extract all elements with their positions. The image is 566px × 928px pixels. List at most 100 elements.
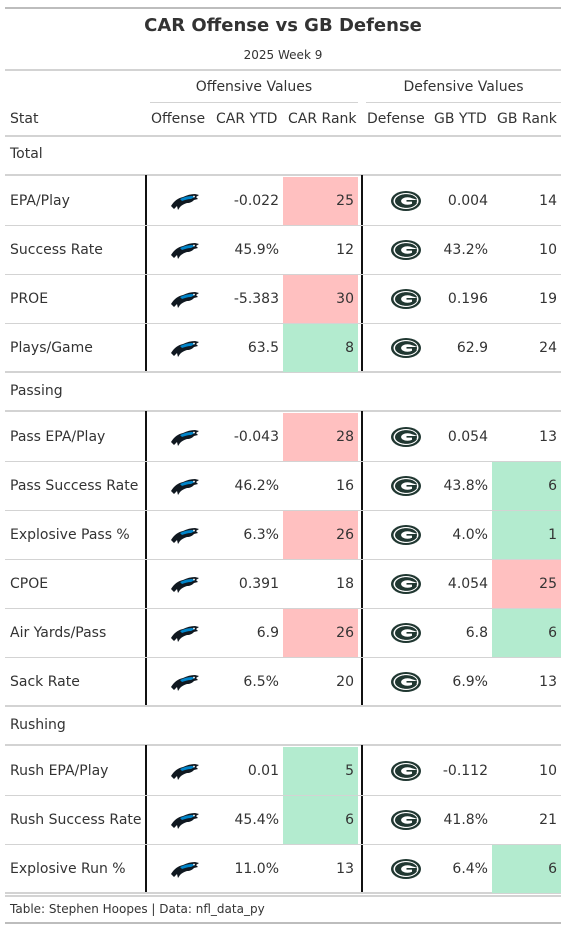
car-rank-value: 5 [283,747,358,795]
title-divider [5,69,561,71]
gb-rank-value: 6 [492,462,561,510]
table-row: CPOE 0.391 18 4.054 25 [5,560,561,609]
stat-label: EPA/Play [10,193,70,209]
car-rank-value: 16 [336,478,354,494]
car-ytd-value: 45.4% [234,812,279,828]
stat-label: PROE [10,291,49,307]
car-rank-value: 26 [283,511,358,559]
carolina-panthers-logo-icon [145,845,225,893]
gb-ytd-value: 0.054 [447,429,488,445]
spanner-offensive-values: Offensive Values [195,79,313,95]
offense-column-divider [145,745,147,893]
carolina-panthers-logo-icon [145,796,225,844]
table-row: Pass Success Rate 46.2% 16 43.8% 6 [5,462,561,511]
car-ytd-value: 0.391 [238,576,279,592]
stat-label: Success Rate [10,242,103,258]
table-row: PROE -5.383 30 0.196 19 [5,275,561,324]
table-subtitle: 2025 Week 9 [243,48,323,62]
column-header-defense: Defense [367,111,425,127]
green-bay-packers-logo-icon [363,658,449,706]
table-row: Plays/Game 63.5 8 62.9 24 [5,324,561,373]
gb-ytd-value: 6.9% [452,674,488,690]
table-row: Rush Success Rate 45.4% 6 41.8% 21 [5,796,561,845]
group-divider [5,174,561,176]
car-ytd-value: -0.043 [233,429,279,445]
defense-column-divider [361,175,363,372]
carolina-panthers-logo-icon [145,658,225,706]
car-rank-value: 13 [336,861,354,877]
stat-label: Air Yards/Pass [10,625,107,641]
green-bay-packers-logo-icon [363,511,449,559]
gb-ytd-value: 43.8% [443,478,488,494]
green-bay-packers-logo-icon [363,845,449,893]
stat-label: Sack Rate [10,674,80,690]
carolina-panthers-logo-icon [145,413,225,461]
stat-label: Rush EPA/Play [10,763,109,779]
green-bay-packers-logo-icon [363,747,449,795]
green-bay-packers-logo-icon [363,275,449,323]
gb-rank-value: 13 [539,429,557,445]
carolina-panthers-logo-icon [145,275,225,323]
offense-column-divider [145,411,147,706]
carolina-panthers-logo-icon [145,324,225,372]
gb-rank-value: 13 [539,674,557,690]
source-divider [5,895,561,897]
gb-ytd-value: 62.9 [456,340,488,356]
carolina-panthers-logo-icon [145,177,225,225]
car-ytd-value: 6.3% [243,527,279,543]
car-rank-value: 26 [283,609,358,657]
column-header-car-ytd: CAR YTD [216,111,278,127]
gb-rank-value: 10 [539,242,557,258]
table-row: EPA/Play -0.022 25 0.004 14 [5,177,561,226]
carolina-panthers-logo-icon [145,226,225,274]
gb-ytd-value: -0.112 [442,763,488,779]
header-divider [5,135,561,137]
gb-ytd-value: 6.4% [452,861,488,877]
gb-rank-value: 6 [492,609,561,657]
gb-rank-value: 6 [492,845,561,893]
defense-column-divider [361,745,363,893]
column-header-gb-ytd: GB YTD [434,111,487,127]
gb-ytd-value: 6.8 [465,625,488,641]
gb-ytd-value: 41.8% [443,812,488,828]
carolina-panthers-logo-icon [145,462,225,510]
car-ytd-value: -0.022 [233,193,279,209]
carolina-panthers-logo-icon [145,511,225,559]
gb-ytd-value: 0.004 [447,193,488,209]
gb-rank-value: 14 [539,193,557,209]
group-label-passing: Passing [10,383,63,399]
carolina-panthers-logo-icon [145,747,225,795]
gb-rank-value: 25 [492,560,561,608]
car-ytd-value: 6.5% [243,674,279,690]
car-ytd-value: 6.9 [256,625,279,641]
gb-ytd-value: 4.0% [452,527,488,543]
stat-label: Pass EPA/Play [10,429,106,445]
bottom-border [5,922,561,924]
table-title: CAR Offense vs GB Defense [144,15,422,36]
green-bay-packers-logo-icon [363,609,449,657]
car-rank-value: 28 [283,413,358,461]
car-ytd-value: 63.5 [247,340,279,356]
gb-rank-value: 21 [539,812,557,828]
stat-label: Plays/Game [10,340,93,356]
stat-label: Explosive Run % [10,861,126,877]
car-rank-value: 6 [283,796,358,844]
stat-label: Pass Success Rate [10,478,139,494]
green-bay-packers-logo-icon [363,560,449,608]
group-divider [5,410,561,412]
table-row: Explosive Pass % 6.3% 26 4.0% 1 [5,511,561,560]
car-rank-value: 25 [283,177,358,225]
group-label-rushing: Rushing [10,717,66,733]
table-row: Rush EPA/Play 0.01 5 -0.112 10 [5,747,561,796]
gb-ytd-value: 43.2% [443,242,488,258]
source-note: Table: Stephen Hoopes | Data: nfl_data_p… [10,902,265,916]
car-rank-value: 18 [336,576,354,592]
table-row: Pass EPA/Play -0.043 28 0.054 13 [5,413,561,462]
car-rank-value: 12 [336,242,354,258]
car-rank-value: 8 [283,324,358,372]
defense-column-divider [361,411,363,706]
group-divider [5,744,561,746]
gb-rank-value: 19 [539,291,557,307]
column-header-car-rank: CAR Rank [288,111,357,127]
car-ytd-value: 11.0% [234,861,279,877]
